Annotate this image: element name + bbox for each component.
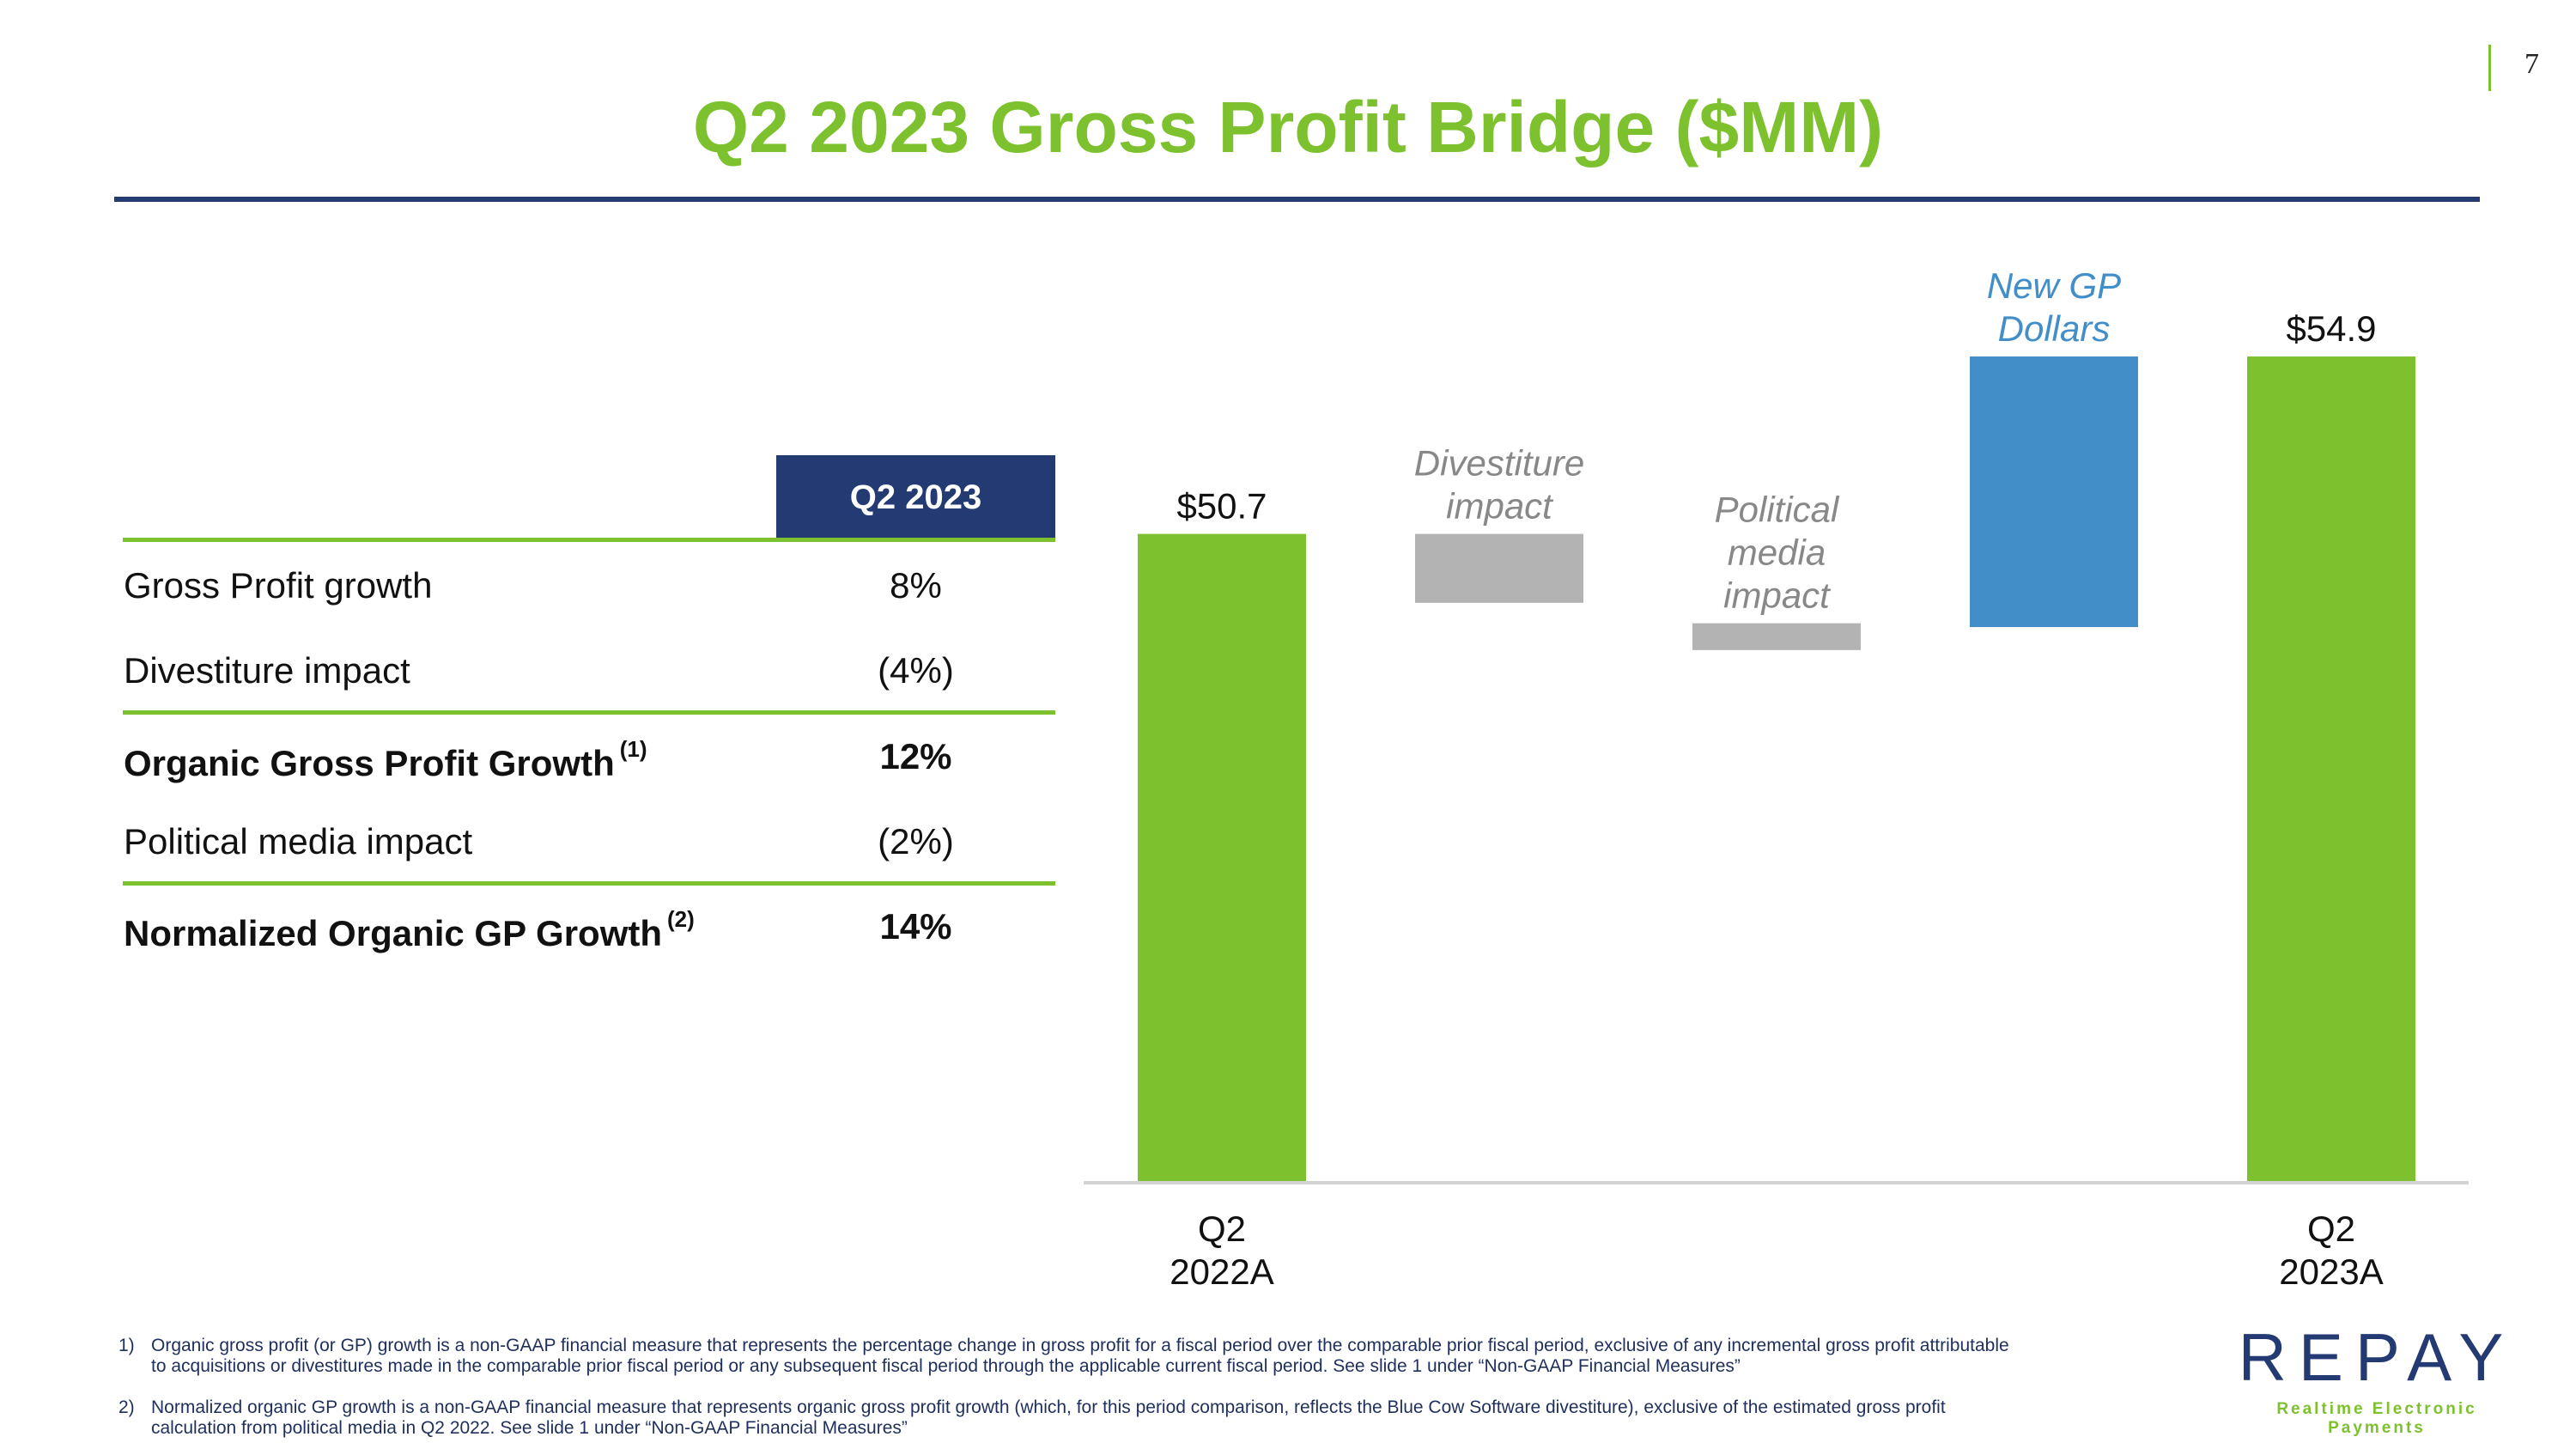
table-header: Q2 2023 [776,455,1055,539]
table-divider [123,881,1055,886]
bar-4 [1970,356,2138,628]
table-row-label: Divestiture impact [124,650,410,691]
bar-category-label: impact [1723,575,1832,616]
table-row-label: Organic Gross Profit Growth (1) [124,736,647,783]
bar-category-label: New GP [1987,265,2121,306]
bar-category-label: media [1728,533,1826,573]
bar-1 [1138,533,1306,1181]
data-label: $54.9 [2286,308,2376,349]
bar-2 [1415,533,1583,603]
x-tick-label: 2023A [2279,1251,2383,1292]
bar-category-label: impact [1446,486,1554,527]
page-number: 7 [2524,48,2539,80]
data-label: $50.7 [1176,486,1267,527]
title-divider [114,197,2480,202]
table-row-label: Gross Profit growth [124,565,433,606]
bar-5 [2247,356,2415,1181]
footnote-number: 1) [118,1336,135,1355]
table-row-label: Political media impact [124,821,473,861]
table-row-value: 14% [879,906,952,947]
footnote-text: Organic gross profit (or GP) growth is a… [151,1336,2009,1376]
bar-3 [1692,623,1861,650]
footnote-marker: (1) [619,736,647,762]
page-title: Q2 2023 Gross Profit Bridge ($MM) [692,87,1884,167]
footnote-text: Normalized organic GP growth is a non-GA… [151,1397,1946,1438]
bar-category-label: Divestiture [1414,443,1584,484]
table-row-value: 12% [879,736,952,776]
table-divider [123,710,1055,715]
table-row-value: (4%) [878,650,954,691]
x-tick-label: Q2 [2307,1209,2355,1249]
table-row-value: (2%) [878,821,954,861]
x-tick-label: Q2 [1198,1209,1246,1249]
logo-wordmark: REPAY [2238,1319,2516,1395]
x-tick-label: 2022A [1170,1251,1273,1292]
table-row-label: Normalized Organic GP Growth (2) [124,906,695,953]
logo-tagline: Realtime Electronic Payments [2276,1400,2477,1437]
table-row-value: 8% [890,565,942,606]
footnote-number: 2) [118,1397,135,1417]
footnote-marker: (2) [667,906,695,932]
page-number-rule [2488,45,2491,91]
repay-logo: REPAY Realtime Electronic Payments [2231,1318,2523,1438]
bar-category-label: Dollars [1998,308,2111,349]
table-divider [123,538,1055,542]
bar-category-label: Political [1715,490,1840,530]
